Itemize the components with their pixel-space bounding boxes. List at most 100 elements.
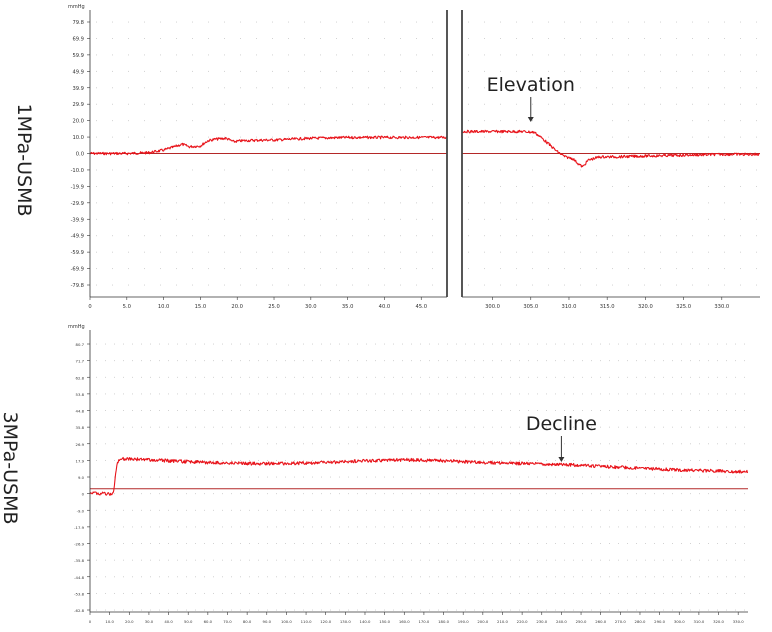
grid-dot: [416, 169, 417, 171]
grid-dot: [573, 343, 574, 345]
grid-dot: [112, 54, 113, 56]
grid-dot: [384, 543, 385, 544]
grid-dot: [618, 493, 619, 495]
grid-dot: [744, 343, 745, 345]
grid-dot: [483, 443, 484, 445]
grid-dot: [141, 443, 142, 445]
grid-dot: [483, 592, 484, 594]
grid-dot: [609, 410, 610, 411]
grid-dot: [474, 543, 475, 544]
grid-dot: [654, 376, 655, 378]
grid-dot: [438, 509, 439, 511]
y-tick-label: 71.7: [76, 359, 85, 364]
grid-dot: [676, 284, 677, 286]
grid-dot: [600, 410, 601, 411]
grid-dot: [256, 21, 257, 23]
grid-dot: [573, 559, 574, 561]
grid-dot: [400, 185, 401, 187]
grid-dot: [510, 543, 511, 544]
grid-dot: [591, 376, 592, 378]
grid-dot: [591, 609, 592, 611]
grid-dot: [717, 360, 718, 362]
grid-dot: [368, 235, 369, 237]
grid-dot: [112, 185, 113, 187]
grid-dot: [429, 426, 430, 428]
grid-dot: [726, 443, 727, 445]
grid-dot: [375, 509, 376, 511]
grid-dot: [321, 343, 322, 345]
grid-dot: [384, 343, 385, 345]
grid-dot: [303, 493, 304, 495]
x-tick-label: 40.0: [379, 304, 391, 310]
grid-dot: [144, 136, 145, 138]
grid-dot: [555, 526, 556, 528]
grid-dot: [258, 459, 259, 461]
grid-dot: [501, 493, 502, 495]
grid-dot: [501, 543, 502, 544]
grid-dot: [204, 526, 205, 528]
grid-dot: [114, 509, 115, 511]
grid-dot: [224, 218, 225, 220]
grid-dot: [627, 592, 628, 594]
grid-dot: [303, 559, 304, 561]
grid-dot: [375, 376, 376, 378]
grid-dot: [474, 410, 475, 411]
grid-dot: [384, 87, 385, 89]
grid-dot: [128, 21, 129, 23]
grid-dot: [288, 70, 289, 72]
grid-dot: [676, 235, 677, 237]
grid-dot: [660, 218, 661, 220]
grid-dot: [141, 410, 142, 411]
grid-dot: [628, 54, 629, 56]
grid-dot: [492, 509, 493, 511]
grid-dot: [267, 559, 268, 561]
grid-dot: [256, 268, 257, 270]
grid-dot: [672, 559, 673, 561]
grid-dot: [384, 202, 385, 204]
x-tick-label: 210.0: [497, 619, 508, 624]
grid-dot: [708, 21, 709, 23]
grid-dot: [516, 284, 517, 286]
grid-dot: [429, 343, 430, 345]
grid-dot: [402, 393, 403, 395]
grid-dot: [456, 609, 457, 611]
grid-dot: [336, 202, 337, 204]
grid-dot: [208, 87, 209, 89]
grid-dot: [114, 576, 115, 578]
grid-dot: [692, 54, 693, 56]
grid-dot: [195, 509, 196, 511]
grid-dot: [612, 38, 613, 39]
grid-dot: [368, 103, 369, 105]
grid-dot: [112, 21, 113, 23]
grid-dot: [231, 576, 232, 578]
grid-dot: [320, 38, 321, 39]
grid-dot: [612, 284, 613, 286]
grid-dot: [564, 251, 565, 253]
y-tick-label: 26.9: [76, 442, 85, 447]
grid-dot: [447, 426, 448, 428]
grid-dot: [456, 526, 457, 528]
grid-dot: [672, 592, 673, 594]
grid-dot: [294, 543, 295, 544]
grid-dot: [510, 476, 511, 478]
grid-dot: [644, 185, 645, 187]
grid-dot: [256, 87, 257, 89]
grid-dot: [411, 360, 412, 362]
grid-dot: [510, 426, 511, 428]
grid-dot: [132, 410, 133, 411]
grid-dot: [195, 360, 196, 362]
grid-dot: [96, 559, 97, 561]
grid-dot: [160, 235, 161, 237]
grid-dot: [690, 426, 691, 428]
grid-dot: [320, 251, 321, 253]
grid-dot: [645, 360, 646, 362]
grid-dot: [756, 120, 757, 122]
grid-dot: [483, 526, 484, 528]
grid-dot: [114, 526, 115, 528]
grid-dot: [132, 493, 133, 495]
grid-dot: [330, 410, 331, 411]
grid-dot: [96, 235, 97, 237]
grid-dot: [429, 592, 430, 594]
grid-dot: [618, 509, 619, 511]
grid-dot: [438, 360, 439, 362]
